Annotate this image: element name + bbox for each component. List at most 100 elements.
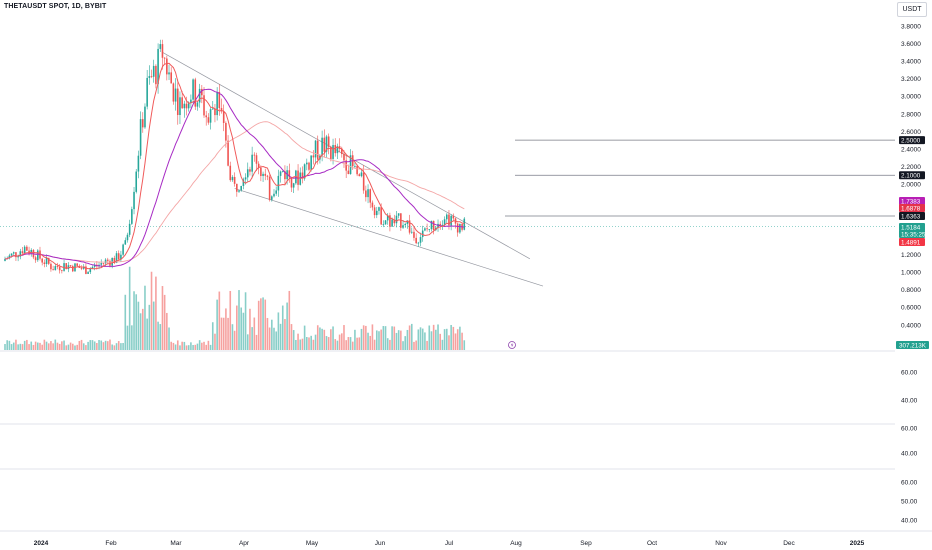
- candle-body: [314, 140, 317, 158]
- volume-bar: [415, 340, 417, 350]
- volume-bar: [459, 326, 461, 350]
- volume-bar: [28, 344, 30, 350]
- volume-bar: [58, 343, 61, 350]
- candle-body: [428, 229, 431, 230]
- candle-body: [419, 237, 422, 243]
- candle-body: [157, 48, 159, 85]
- time-tick-label: 2025: [850, 540, 865, 547]
- candle-body: [397, 213, 400, 216]
- volume-bar: [314, 334, 317, 350]
- volume-bar: [157, 321, 159, 350]
- volume-bar: [216, 299, 218, 350]
- candle-body: [172, 83, 175, 102]
- candle-body: [277, 175, 280, 191]
- volume-bar: [410, 323, 413, 350]
- candle-body: [395, 215, 398, 224]
- volume-bar: [214, 333, 216, 350]
- candle-body: [93, 264, 96, 267]
- volume-bar: [338, 334, 341, 350]
- candle-body: [52, 269, 54, 271]
- volume-bar: [96, 343, 98, 350]
- candle-body: [279, 171, 282, 176]
- candle-body: [26, 246, 28, 251]
- candle-body: [240, 185, 242, 191]
- candle-body: [100, 263, 103, 265]
- price-tick-label: 3.8000: [901, 23, 921, 30]
- long-moving-average: [4, 121, 465, 263]
- volume-bar: [435, 329, 437, 350]
- candle-body: [205, 115, 208, 118]
- candle-body: [321, 137, 323, 156]
- oscillator-tick-label: 40.00: [901, 398, 918, 405]
- volume-bar: [268, 327, 271, 350]
- candle-body: [45, 257, 48, 264]
- volume-bar: [39, 342, 41, 350]
- volume-bar: [4, 344, 6, 350]
- candle-body: [194, 79, 197, 107]
- candle-body: [251, 154, 253, 172]
- price-tag: [899, 197, 925, 205]
- candle-body: [58, 267, 61, 271]
- volume-bar: [253, 317, 256, 350]
- candle-body: [456, 223, 459, 233]
- candle-body: [349, 155, 352, 175]
- candle-body: [159, 44, 162, 49]
- volume-bar: [109, 339, 111, 350]
- price-tick-label: 0.4000: [901, 322, 921, 329]
- volume-bar: [115, 343, 118, 350]
- candle-body: [225, 122, 227, 141]
- price-tick-label: 2.4000: [901, 146, 921, 153]
- candle-body: [128, 223, 131, 235]
- volume-bar: [161, 286, 164, 350]
- volume-bar: [279, 323, 282, 350]
- candle-body: [308, 162, 310, 170]
- volume-bar: [236, 305, 238, 350]
- price-tick-label: 0.6000: [901, 305, 921, 312]
- candle-body: [375, 210, 378, 216]
- fast-moving-average: [4, 62, 465, 270]
- volume-tag: [896, 341, 929, 349]
- volume-bar: [155, 276, 157, 350]
- candle-body: [150, 76, 153, 77]
- candle-body: [312, 155, 315, 158]
- slow-moving-average: [4, 88, 465, 267]
- volume-bar: [378, 331, 380, 350]
- volume-bar: [297, 333, 299, 350]
- candle-body: [229, 165, 232, 181]
- candle-body: [292, 183, 295, 188]
- candle-body: [146, 77, 148, 107]
- candle-body: [113, 257, 116, 263]
- candle-body: [253, 154, 256, 156]
- candle-body: [148, 76, 151, 78]
- candle-body: [459, 223, 461, 233]
- candle-body: [262, 173, 264, 177]
- volume-bar: [255, 334, 258, 350]
- candle-body: [389, 215, 391, 227]
- candle-body: [338, 146, 341, 149]
- volume-bar: [334, 339, 337, 350]
- candle-body: [448, 214, 450, 226]
- candle-body: [323, 137, 326, 152]
- volume-bar: [365, 325, 367, 350]
- candle-body: [203, 95, 205, 116]
- candle-body: [378, 207, 380, 211]
- candle-body: [284, 171, 286, 180]
- volume-bar: [126, 325, 129, 350]
- candle-body: [417, 242, 420, 244]
- candle-body: [358, 174, 361, 177]
- candle-body: [343, 153, 345, 161]
- candle-body: [63, 263, 65, 271]
- volume-bar: [65, 345, 68, 350]
- volume-bar: [45, 341, 48, 350]
- currency-selector[interactable]: USDT: [897, 2, 927, 17]
- volume-bar: [260, 298, 262, 350]
- volume-bar: [273, 327, 275, 350]
- volume-bar: [325, 336, 328, 350]
- volume-bar: [303, 325, 306, 350]
- candle-body: [133, 191, 135, 210]
- candle-body: [10, 253, 13, 256]
- candle-body: [410, 231, 413, 233]
- volume-bar: [281, 305, 284, 350]
